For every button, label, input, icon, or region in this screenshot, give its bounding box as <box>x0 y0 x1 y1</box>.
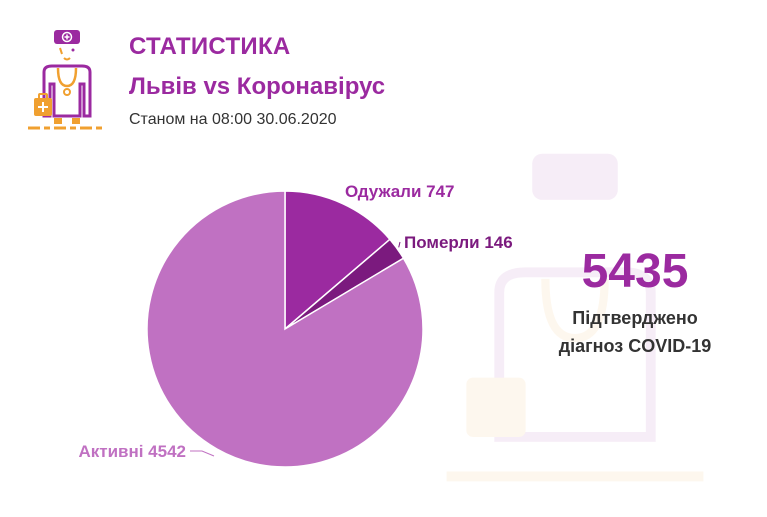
report-date: Станом на 08:00 30.06.2020 <box>129 111 337 128</box>
leader-line-deaths <box>398 241 401 248</box>
label-recovered: Одужали 747 <box>345 182 455 201</box>
label-deaths: Померли 146 <box>404 233 513 252</box>
page-subtitle: Львів vs Коронавірус <box>129 73 386 100</box>
doctor-icon <box>28 30 106 130</box>
label-active: Активні 4542 <box>78 442 186 461</box>
slice-recovered <box>284 190 391 331</box>
doctor-watermark-icon <box>446 153 704 482</box>
slice-active <box>146 190 424 468</box>
confirmed-total: 5435 <box>581 245 689 298</box>
confirmed-caption-line1: Підтверджено <box>572 308 698 328</box>
confirmed-caption: Підтверджено діагноз COVID-19 <box>520 304 750 360</box>
leader-line-active <box>190 450 215 457</box>
page-title: СТАТИСТИКА <box>129 33 291 60</box>
confirmed-caption-line2: діагноз COVID-19 <box>558 336 712 356</box>
